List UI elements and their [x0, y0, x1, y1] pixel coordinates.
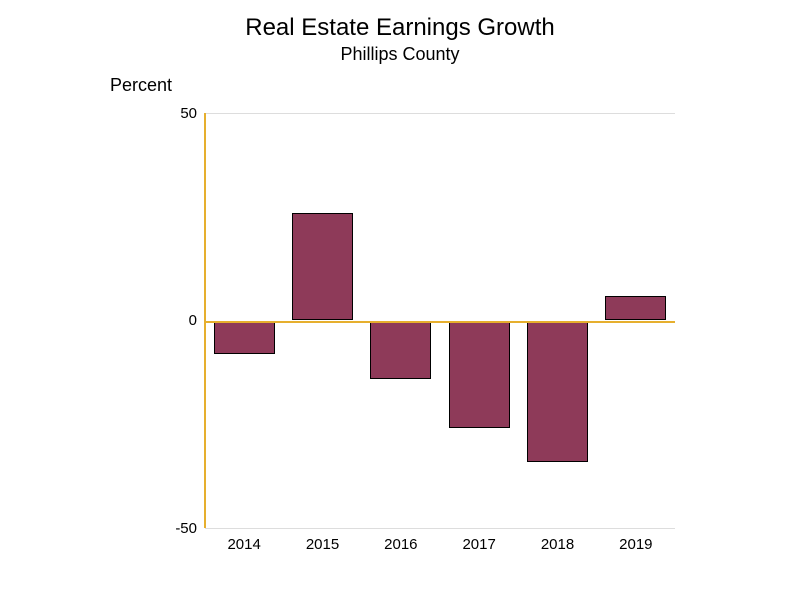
x-tick-label: 2015 [298, 536, 348, 553]
chart-title: Real Estate Earnings Growth [0, 14, 800, 42]
bar [370, 321, 431, 379]
x-tick-label: 2016 [376, 536, 426, 553]
plot-area [205, 113, 675, 528]
bar [605, 296, 666, 321]
gridline [205, 113, 675, 114]
x-tick-label: 2014 [219, 536, 269, 553]
gridline [205, 528, 675, 529]
y-tick-label: -50 [175, 520, 197, 537]
bar [449, 321, 510, 429]
y-tick-label: 50 [180, 105, 197, 122]
x-tick-label: 2019 [611, 536, 661, 553]
bar [527, 321, 588, 462]
y-axis-line [204, 113, 206, 528]
bar [292, 213, 353, 321]
chart-container: Real Estate Earnings GrowthPhillips Coun… [0, 0, 800, 600]
y-tick-label: 0 [189, 312, 197, 329]
x-tick-label: 2017 [454, 536, 504, 553]
y-axis-label: Percent [110, 75, 172, 96]
zero-line [205, 321, 675, 323]
chart-subtitle: Phillips County [0, 44, 800, 65]
x-tick-label: 2018 [533, 536, 583, 553]
bar [214, 321, 275, 354]
